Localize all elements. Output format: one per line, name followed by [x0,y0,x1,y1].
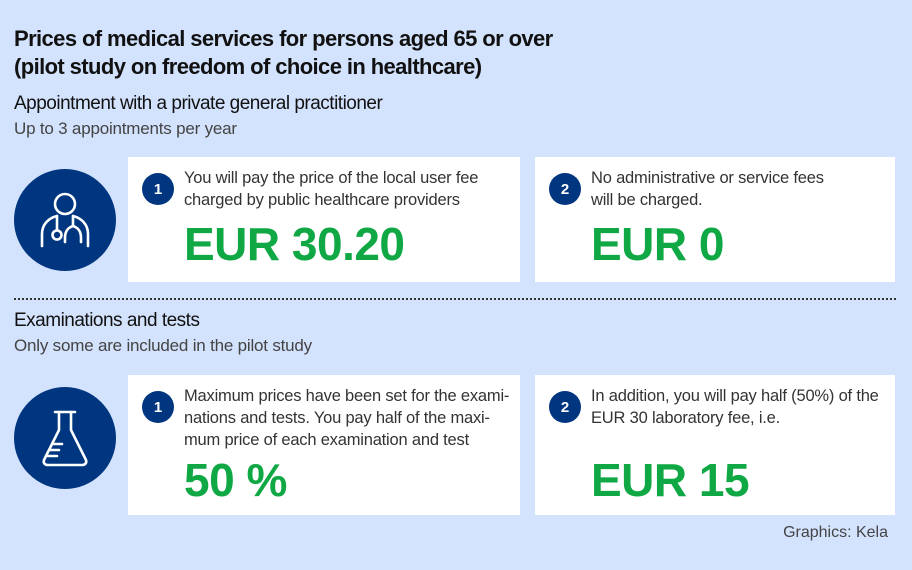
title-line-2: (pilot study on freedom of choice in hea… [14,54,482,79]
card-description: Maximum prices have been set for the exa… [184,385,509,451]
card-appointment-1: 1 You will pay the price of the local us… [128,157,520,282]
card-text-line: In addition, you will pay half (50%) of … [591,387,879,405]
section-heading-examinations: Examinations and tests [14,310,200,331]
graphics-credit: Graphics: Kela [783,524,888,541]
section-heading-appointment: Appointment with a private general pract… [14,93,383,114]
title-line-1: Prices of medical services for persons a… [14,26,553,51]
card-text-line: EUR 30 laboratory fee, i.e. [591,409,781,427]
card-text-line: Maximum prices have been set for the exa… [184,387,510,405]
card-appointment-2: 2 No administrative or service fees will… [535,157,895,282]
number-badge: 1 [142,173,174,205]
card-text-line: nations and tests. You pay half of the m… [184,409,490,427]
section-divider [14,298,896,300]
card-description: In addition, you will pay half (50%) of … [591,385,879,429]
card-text-line: will be charged. [591,191,703,209]
card-text-line: You will pay the price of the local user… [184,169,479,187]
card-text-line: mum price of each examination and test [184,431,469,449]
card-examinations-2: 2 In addition, you will pay half (50%) o… [535,375,895,515]
doctor-icon-circle [14,169,116,271]
section-subheading-appointment: Up to 3 appointments per year [14,119,237,138]
card-description: No administrative or service fees will b… [591,167,824,211]
number-badge: 2 [549,391,581,423]
doctor-stethoscope-icon [40,192,90,248]
card-description: You will pay the price of the local user… [184,167,478,211]
lab-flask-icon [42,410,88,467]
section-subheading-examinations: Only some are included in the pilot stud… [14,336,312,355]
page-title: Prices of medical services for persons a… [14,25,614,81]
number-badge: 1 [142,391,174,423]
percentage-value: 50 % [184,454,287,506]
card-text-line: charged by public healthcare providers [184,191,460,209]
price-value: EUR 15 [591,454,750,506]
flask-icon-circle [14,387,116,489]
number-badge: 2 [549,173,581,205]
price-value: EUR 0 [591,218,724,270]
price-value: EUR 30.20 [184,218,405,270]
card-text-line: No administrative or service fees [591,169,824,187]
card-examinations-1: 1 Maximum prices have been set for the e… [128,375,520,515]
